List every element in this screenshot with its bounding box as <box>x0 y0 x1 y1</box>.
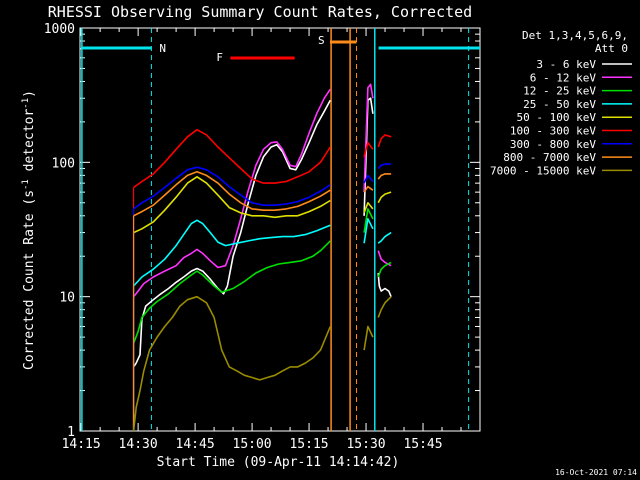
series-50-100-keV <box>132 176 392 431</box>
series-line-segment <box>363 83 374 193</box>
x-tick-label: 14:15 <box>62 437 101 452</box>
x-tick-label: 14:45 <box>176 437 215 452</box>
series-100-300-keV <box>132 128 392 431</box>
series-25-50-keV <box>132 218 392 431</box>
series-line-segment <box>133 219 331 287</box>
y-tick-label: 1 <box>67 425 75 440</box>
annotations: N S F <box>81 28 480 431</box>
legend-entry-label: 300 - 800 keV <box>510 138 596 151</box>
series-line-segment <box>363 185 374 193</box>
series-line-segment <box>363 218 374 244</box>
series-line-segment <box>363 208 374 233</box>
series-line-segment <box>363 141 374 158</box>
plot-frame <box>79 27 481 432</box>
legend-entry-label: 12 - 25 keV <box>523 85 596 98</box>
series-line-segment <box>377 261 392 278</box>
series-line-segment <box>377 163 392 170</box>
x-axis-label: Start Time (09-Apr-11 14:14:42) <box>157 455 400 470</box>
series-line-segment <box>133 128 331 189</box>
series-line-segment <box>132 99 332 368</box>
plot-axes: 14:15 14:30 14:45 15:00 15:15 15:30 15:45 1 10 10… <box>44 22 481 452</box>
x-tick-label: 15:45 <box>403 437 442 452</box>
series-line-segment <box>133 166 331 210</box>
y-label-sup1: -1 <box>21 179 31 190</box>
legend-entry-label: 25 - 50 keV <box>523 98 596 111</box>
series-line-segment <box>377 231 392 244</box>
saa-label: S <box>318 34 325 47</box>
y-label-sup2: -1 <box>21 98 31 109</box>
legend-entry-label: 50 - 100 keV <box>517 111 597 124</box>
y-tick-label: 1000 <box>44 22 75 37</box>
legend-entry-label: 6 - 12 keV <box>530 71 597 84</box>
legend-entry-label: 7000 - 15000 keV <box>490 164 596 177</box>
series-line-segment <box>363 174 374 184</box>
y-label-part1: Corrected Count Rate (s <box>22 190 37 370</box>
series-line-segment <box>363 325 374 351</box>
legend-header: Det 1,3,4,5,6,9, <box>522 29 628 42</box>
series-800-7000-keV <box>132 171 392 431</box>
legend-entry-label: 100 - 300 keV <box>510 125 596 138</box>
series-line-segment <box>363 202 374 214</box>
series-line-segment <box>377 191 392 204</box>
series-line-segment <box>377 173 392 180</box>
series-line-segment <box>133 171 331 217</box>
legend-entry-label: 800 - 7000 keV <box>503 151 596 164</box>
flare-label: F <box>216 51 223 64</box>
series-lines <box>132 83 392 432</box>
y-label-part2: detector <box>22 109 37 180</box>
series-line-segment <box>132 88 331 298</box>
y-tick-label: 100 <box>52 156 75 171</box>
chart-title: RHESSI Observing Summary Count Rates, Co… <box>48 3 472 21</box>
x-tick-label: 15:15 <box>289 437 328 452</box>
series-line-segment <box>132 240 331 344</box>
x-tick-label: 15:30 <box>346 437 385 452</box>
series-line-segment <box>133 176 331 234</box>
y-tick-label: 10 <box>59 291 75 306</box>
legend-header: Att 0 <box>595 42 628 55</box>
series-12-25-keV <box>132 208 392 431</box>
series-300-800-keV <box>132 163 392 431</box>
footer-timestamp: 16-Oct-2021 07:14 <box>555 468 637 477</box>
y-label-part3: ) <box>22 90 37 98</box>
series-3-6-keV <box>132 97 392 431</box>
series-line-segment <box>377 272 392 298</box>
series-line-segment <box>132 295 332 432</box>
night-label: N <box>159 42 166 55</box>
series-line-segment <box>377 296 392 318</box>
y-axis-label: Corrected Count Rate (s-1 detector-1) <box>21 90 37 370</box>
legend-entry-label: 3 - 6 keV <box>536 58 596 71</box>
series-line-segment <box>377 134 392 148</box>
x-tick-label: 15:00 <box>233 437 272 452</box>
series-7000-15000-keV <box>132 295 392 432</box>
x-tick-label: 14:30 <box>119 437 158 452</box>
